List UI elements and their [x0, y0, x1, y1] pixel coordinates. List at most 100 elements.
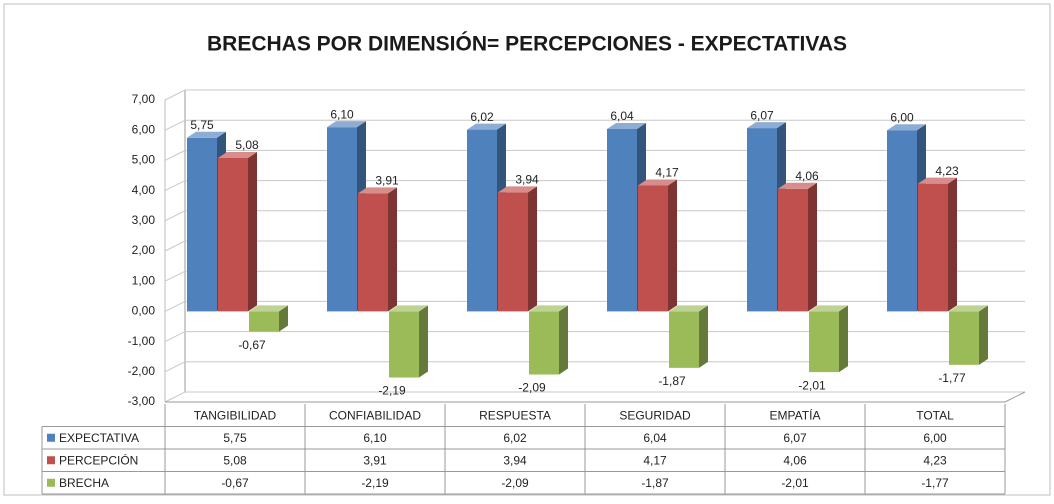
floor-edge — [165, 391, 1026, 403]
y-tick-label: -3,00 — [128, 394, 156, 408]
table-cell: 5,75 — [223, 431, 247, 445]
bar-top — [607, 122, 646, 129]
bar-top — [358, 187, 397, 194]
bar-side — [808, 182, 817, 312]
y-tick-label: 1,00 — [132, 273, 156, 287]
bar-top — [918, 177, 957, 184]
bar — [949, 305, 988, 365]
y-tick-label: 5,00 — [132, 153, 156, 167]
data-label: 4,23 — [935, 164, 959, 178]
data-label: -1,77 — [938, 371, 966, 385]
bar — [529, 305, 568, 375]
bar-front — [747, 128, 777, 312]
bar — [467, 123, 506, 312]
grid-line — [164, 119, 1025, 131]
bar-side — [279, 305, 288, 332]
bar — [249, 305, 288, 332]
bar-front — [638, 185, 668, 312]
bar-side — [839, 305, 848, 373]
grid-line-segment — [164, 391, 1025, 403]
data-label: 6,04 — [610, 109, 634, 123]
table-cell: 6,00 — [923, 431, 947, 445]
grid-line-segment — [164, 270, 1025, 282]
grid-line-segment — [164, 149, 1025, 161]
legend-swatch — [47, 433, 55, 442]
bar-top — [747, 122, 786, 129]
bar — [358, 187, 397, 312]
table-cell: 4,06 — [783, 453, 807, 467]
x-tick-label: RESPUESTA — [479, 408, 551, 422]
y-tick-label: 6,00 — [132, 122, 156, 136]
table-cell: 6,10 — [363, 431, 387, 445]
bar-front — [187, 137, 217, 312]
bar-side — [668, 179, 677, 312]
table-cell: 6,04 — [643, 431, 667, 445]
bar-top — [498, 186, 537, 193]
bar-top — [249, 305, 288, 312]
x-tick-label: TOTAL — [916, 408, 954, 422]
bar — [669, 305, 708, 368]
bar-side — [979, 305, 988, 365]
grid-line-segment — [164, 180, 1025, 192]
grid-line — [164, 270, 1025, 282]
bar-front — [778, 188, 808, 312]
x-tick-label: TANGIBILIDAD — [194, 408, 277, 422]
legend-label: EXPECTATIVA — [59, 431, 139, 445]
table-cell: -2,09 — [501, 476, 529, 490]
bar-top — [949, 305, 988, 312]
grid-line-segment — [164, 240, 1025, 252]
bar-top — [809, 305, 848, 312]
grid-line — [164, 149, 1025, 161]
data-label: 3,94 — [515, 173, 539, 187]
bar-front — [327, 127, 357, 312]
y-tick-label: 2,00 — [132, 243, 156, 257]
legend-label: PERCEPCIÓN — [59, 452, 138, 467]
bar-top — [187, 131, 226, 138]
grid-line — [164, 240, 1025, 252]
y-tick-label: -2,00 — [128, 364, 156, 378]
bar — [918, 177, 957, 312]
legend-swatch — [47, 478, 55, 487]
y-tick-label: -1,00 — [128, 334, 156, 348]
bar-front — [809, 311, 839, 373]
bar-side — [248, 151, 257, 312]
grid-line-segment — [164, 361, 1025, 373]
bar-front — [358, 193, 388, 312]
data-label: 3,91 — [375, 173, 399, 187]
table-cell: -2,01 — [781, 476, 809, 490]
bar-side — [388, 187, 397, 312]
bar — [778, 182, 817, 312]
bar — [327, 121, 366, 312]
data-label: 4,17 — [655, 166, 679, 180]
bar-top — [389, 305, 428, 312]
data-label: -2,09 — [518, 381, 546, 395]
bar-side — [419, 305, 428, 378]
bar-front — [949, 311, 979, 365]
grid-line-segment — [164, 119, 1025, 131]
bar-front — [389, 311, 419, 378]
table-cell: -1,77 — [921, 476, 949, 490]
y-tick-label: 0,00 — [132, 304, 156, 318]
chart-title: BRECHAS POR DIMENSIÓN= PERCEPCIONES - EX… — [207, 32, 847, 56]
table-cell: 4,17 — [643, 453, 667, 467]
bar — [638, 179, 677, 312]
y-tick-label: 4,00 — [132, 183, 156, 197]
x-tick-label: CONFIABILIDAD — [329, 408, 421, 422]
y-tick-label: 3,00 — [132, 213, 156, 227]
bar-top — [529, 305, 568, 312]
bar-side — [699, 305, 708, 368]
table-cell: 3,91 — [363, 453, 387, 467]
bar — [218, 151, 257, 312]
bar-front — [918, 183, 948, 312]
table-cell: -2,19 — [361, 476, 389, 490]
y-tick-label: 7,00 — [132, 92, 156, 106]
data-label: -0,67 — [238, 338, 266, 352]
table-cell: -1,87 — [641, 476, 669, 490]
bar-top — [467, 123, 506, 130]
data-label: 6,10 — [330, 107, 354, 121]
bar-top — [327, 121, 366, 128]
bar-top — [669, 305, 708, 312]
data-label: 5,75 — [190, 118, 214, 132]
legend-label: BRECHA — [59, 476, 109, 490]
